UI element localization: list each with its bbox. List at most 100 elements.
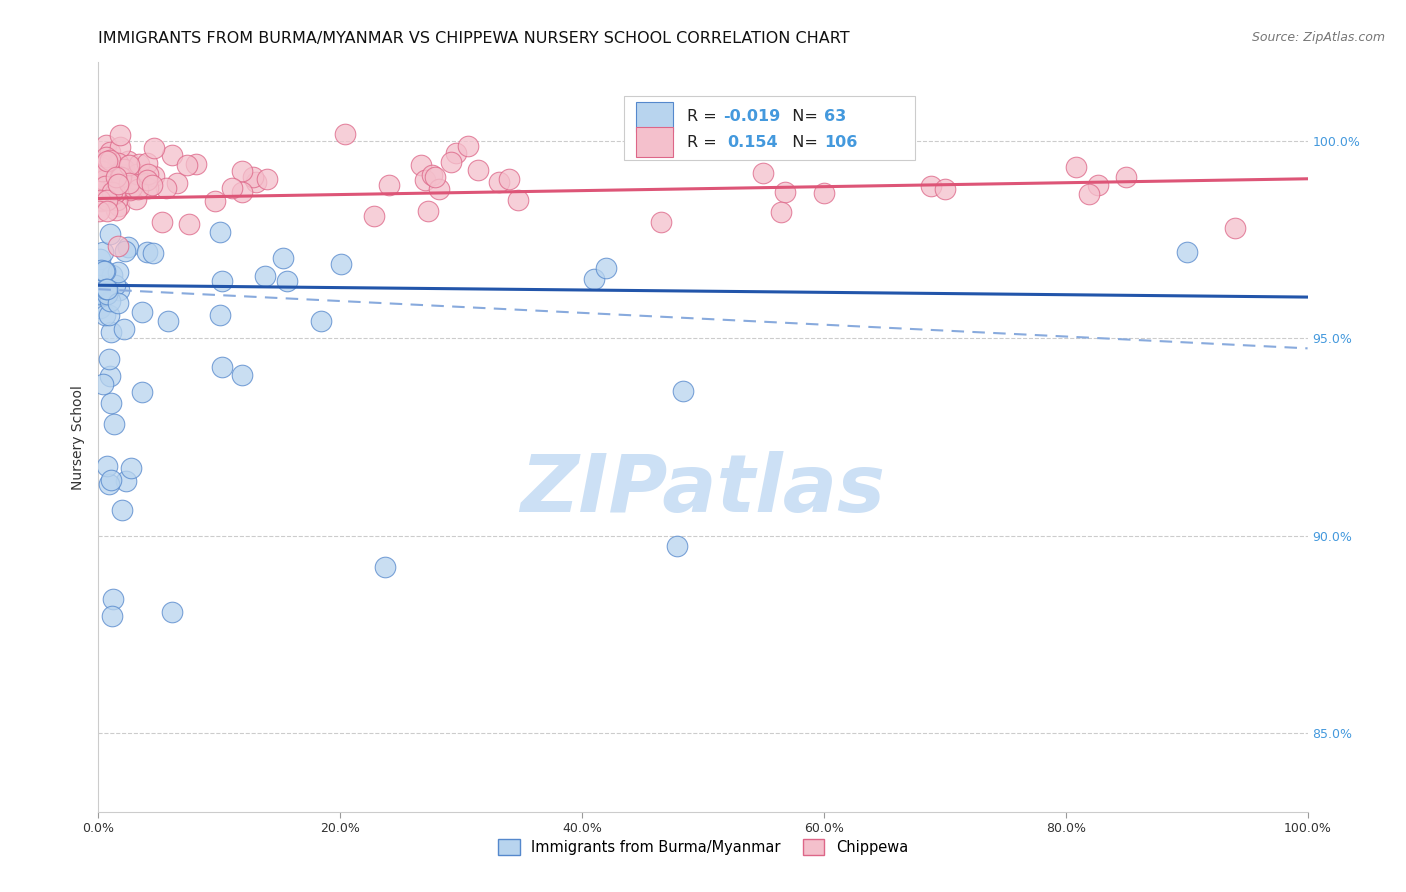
Point [96,282,118,296]
Point [136,173,159,187]
Point [90,194,112,209]
Point [920,178,942,193]
Point [254,268,277,283]
Point [90,160,112,174]
Point [177,217,200,231]
Point [98,153,121,168]
Point [91,244,114,259]
Point [112,322,135,336]
Point [100,145,122,159]
Point [89,252,111,266]
Point [90,163,112,178]
Point [118,174,141,188]
Point [446,146,468,161]
Point [1115,169,1137,184]
Point [112,162,135,177]
Point [427,182,450,196]
Point [96,281,118,295]
Point [1064,161,1087,175]
Point [1087,178,1109,193]
Point [752,166,775,180]
Point [98,369,121,384]
Point [124,172,146,186]
Point [97,187,120,202]
Point [128,156,150,170]
Y-axis label: Nursery School: Nursery School [72,384,86,490]
Point [104,186,127,201]
Legend: Immigrants from Burma/Myanmar, Chippewa: Immigrants from Burma/Myanmar, Chippewa [492,833,914,861]
Point [91,287,114,301]
Point [231,368,253,383]
Point [176,158,198,172]
Point [374,559,396,574]
Point [98,294,121,309]
Point [488,175,510,189]
Point [115,474,138,488]
Point [117,240,139,254]
Point [242,170,264,185]
FancyBboxPatch shape [637,102,672,131]
Point [107,156,129,170]
FancyBboxPatch shape [637,127,672,157]
Point [363,209,385,223]
Point [329,256,352,270]
Point [96,193,118,207]
Point [409,158,432,172]
Point [650,215,672,229]
Point [89,204,111,219]
Point [377,178,399,193]
Point [96,153,118,168]
Point [103,187,125,202]
Point [131,305,153,319]
Point [769,205,792,219]
Point [114,168,136,182]
Point [103,167,125,181]
Point [1077,186,1099,201]
Point [136,156,159,170]
Point [256,172,278,186]
Point [208,308,231,322]
Point [91,377,114,392]
Point [813,186,835,200]
Point [211,360,233,375]
Point [98,308,121,322]
Point [141,178,163,193]
Point [231,164,253,178]
Point [582,272,605,286]
Point [96,203,118,218]
Point [101,169,124,184]
Point [107,239,129,253]
Point [100,473,122,487]
Point [107,177,129,191]
Text: 0.154: 0.154 [727,135,778,150]
Point [498,172,520,186]
Point [91,158,114,172]
Point [97,476,120,491]
Point [93,309,115,323]
Point [506,193,529,207]
Point [100,188,122,202]
Point [309,314,332,328]
Point [94,179,117,194]
Point [96,287,118,301]
Point [595,260,617,275]
Point [124,192,146,206]
Point [211,273,233,287]
Point [93,173,115,187]
Point [89,277,111,292]
Point [111,503,134,517]
Point [125,167,148,181]
Point [94,138,117,153]
Point [420,168,443,182]
Point [104,277,127,292]
Point [118,158,141,172]
Point [101,608,124,623]
Point [110,140,132,154]
Point [440,155,463,169]
Text: ZIPatlas: ZIPatlas [520,450,886,529]
Point [105,194,128,208]
Point [108,169,131,184]
Point [665,539,688,553]
Point [143,169,166,184]
Point [114,244,136,258]
